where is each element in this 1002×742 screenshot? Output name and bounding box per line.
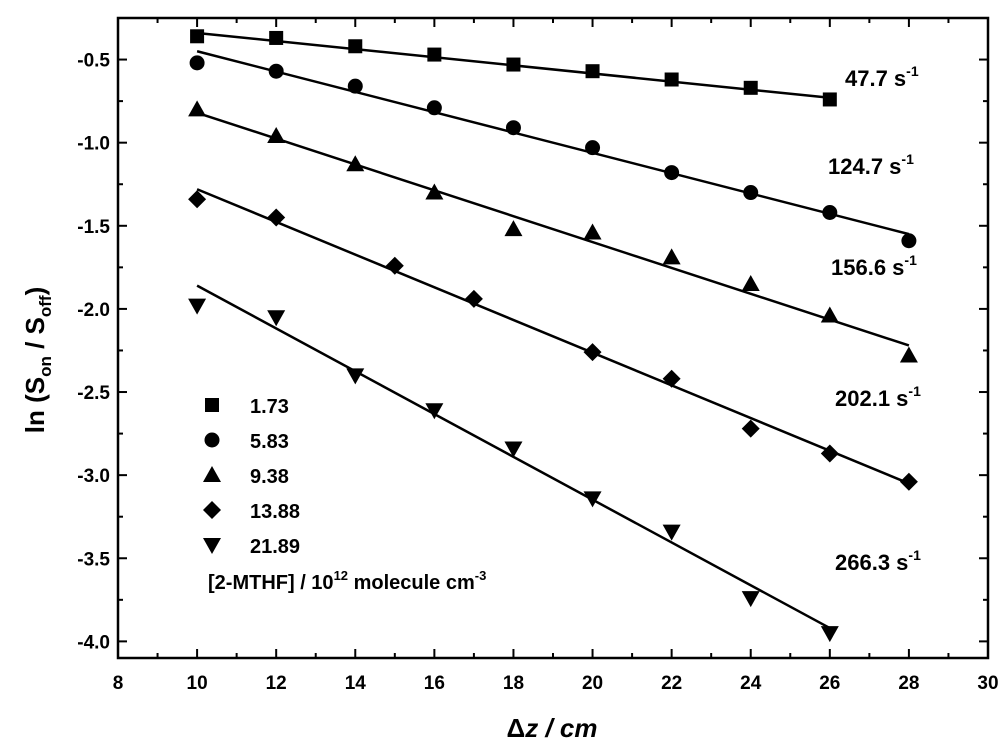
data-point-series-4 (583, 343, 602, 362)
y-tick-label: -1.0 (77, 134, 110, 155)
data-point-series-1 (743, 80, 758, 95)
data-point-series-5 (820, 626, 839, 643)
data-point-series-3 (899, 346, 918, 363)
y-tick-label: -1.5 (77, 217, 110, 238)
legend: 1.73 5.83 9.38 13.88 21.89 (203, 396, 300, 558)
data-point-series-1 (585, 64, 600, 79)
data-point-series-2 (664, 165, 680, 181)
legend-label-4: 13.88 (250, 501, 300, 523)
x-tick-label: 26 (819, 673, 840, 694)
data-point-series-5 (346, 368, 365, 385)
data-point-series-1 (664, 72, 679, 87)
data-point-series-3 (583, 223, 602, 240)
legend-title: [2-MTHF] / 1012 molecule cm-3 (208, 568, 486, 594)
data-point-series-3 (425, 183, 444, 200)
data-point-series-2 (822, 204, 838, 220)
y-tick-label: -4.0 (77, 632, 110, 653)
x-tick-label: 8 (113, 673, 124, 694)
x-tick-label: 28 (898, 673, 919, 694)
data-point-series-5 (662, 524, 681, 541)
data-point-series-2 (901, 233, 917, 249)
rate-label-4: 202.1 s-1 (835, 383, 921, 411)
data-point-series-4 (820, 444, 839, 463)
legend-label-2: 5.83 (250, 431, 289, 453)
y-tick-label: -0.5 (77, 51, 110, 72)
rate-label-3: 156.6 s-1 (831, 252, 917, 280)
x-tick-label: 16 (424, 673, 445, 694)
rate-label-5: 266.3 s-1 (835, 547, 921, 575)
y-axis-title: ln (Son / Soff) (20, 287, 55, 434)
fit-line-4 (196, 188, 910, 485)
rate-label-1: 47.7 s-1 (845, 63, 919, 91)
data-point-series-1 (269, 30, 284, 45)
data-point-series-3 (267, 127, 286, 144)
plot-frame (116, 16, 990, 660)
y-tick-label: -3.5 (77, 549, 110, 570)
data-point-series-1 (506, 57, 521, 72)
data-point-series-4 (188, 190, 207, 209)
data-point-series-5 (741, 591, 760, 608)
x-tick-label: 10 (187, 673, 208, 694)
data-point-series-2 (268, 63, 284, 79)
data-point-series-1 (822, 92, 837, 107)
legend-marker-4 (203, 501, 221, 519)
legend-label-5: 21.89 (250, 536, 300, 558)
x-tick-label: 24 (740, 673, 762, 694)
x-tick-label: 12 (266, 673, 287, 694)
x-tick-label: 20 (582, 673, 603, 694)
fit-line-2 (196, 50, 910, 236)
data-point-series-5 (267, 310, 286, 327)
data-point-series-5 (425, 403, 444, 420)
data-point-series-2 (347, 78, 363, 94)
data-point-series-3 (820, 306, 839, 323)
data-point-series-2 (189, 55, 205, 71)
legend-marker-3 (203, 466, 221, 482)
y-tick-label: -2.5 (77, 383, 110, 404)
x-tick-label: 14 (345, 673, 367, 694)
data-point-series-4 (741, 419, 760, 438)
data-point-series-2 (426, 100, 442, 116)
data-point-series-2 (743, 185, 759, 201)
data-point-series-3 (346, 155, 365, 172)
y-tick-label: -3.0 (77, 466, 110, 487)
data-point-series-1 (190, 29, 205, 44)
data-point-series-3 (504, 220, 523, 237)
data-point-series-4 (662, 369, 681, 388)
legend-label-1: 1.73 (250, 396, 289, 418)
data-point-series-2 (585, 140, 601, 156)
data-point-series-2 (505, 120, 521, 136)
data-point-series-1 (427, 47, 442, 62)
data-point-series-3 (741, 274, 760, 291)
rate-label-2: 124.7 s-1 (828, 151, 914, 179)
x-tick-label: 30 (977, 673, 998, 694)
data-point-series-1 (348, 39, 363, 54)
fit-line-3 (196, 111, 910, 347)
data-point-series-4 (267, 208, 286, 227)
data-point-series-4 (464, 289, 483, 308)
legend-marker-2 (204, 432, 220, 448)
data-point-series-3 (188, 100, 207, 117)
legend-marker-5 (203, 538, 221, 554)
data-point-series-5 (188, 298, 207, 315)
legend-label-3: 9.38 (250, 466, 289, 488)
data-point-series-5 (504, 441, 523, 458)
x-tick-label: 18 (503, 673, 524, 694)
x-axis-title: Δz / cm (507, 713, 598, 742)
data-point-series-5 (583, 491, 602, 508)
legend-marker-1 (205, 398, 219, 412)
y-tick-label: -2.0 (77, 300, 110, 321)
data-point-series-3 (662, 248, 681, 265)
data-point-series-4 (899, 472, 918, 491)
data-point-series-4 (385, 256, 404, 275)
x-tick-label: 22 (661, 673, 682, 694)
